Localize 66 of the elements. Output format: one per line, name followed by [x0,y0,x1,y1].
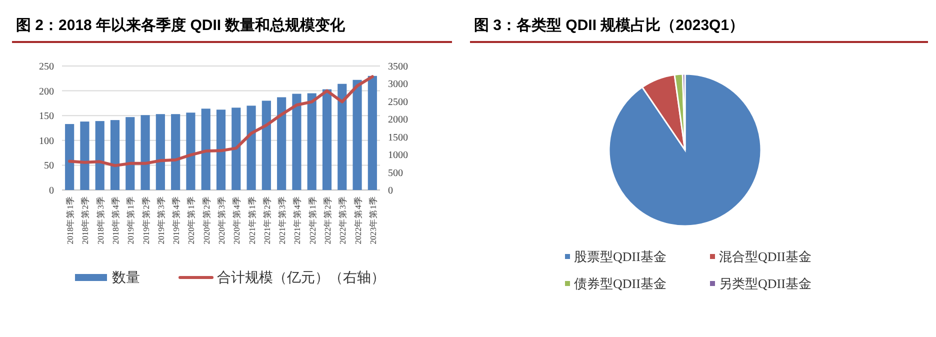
y2-tick-label: 3500 [388,62,408,72]
legend-label: 混合型QDII基金 [719,249,812,264]
y2-tick-label: 1000 [388,150,408,162]
bar [201,108,210,190]
legend-label: 合计规模（亿元）（右轴） [217,270,385,286]
bar [216,110,226,190]
chart-title: 图 2：2018 年以来各季度 QDII 数量和总规模变化 [16,16,346,34]
bar [246,106,256,190]
x-tick-label: 2020年第2季 [201,196,212,244]
line-series [68,75,374,168]
bar [95,121,104,190]
y2-tick-label: 0 [388,186,393,196]
bar [232,108,241,190]
x-tick-label: 2019年第3季 [156,196,166,244]
x-tick-label: 2019年第1季 [126,196,136,244]
x-tick-label: 2023年第1季 [368,196,378,244]
chart-title: 图 3：各类型 QDII 规模占比（2023Q1） [474,17,744,34]
x-tick-label: 2019年第4季 [171,196,182,244]
x-tick-label: 2020年第1季 [186,196,196,244]
y2-tick-label: 2000 [388,114,408,126]
bar [307,93,316,190]
bar [110,120,120,190]
x-tick-label: 2018年第1季 [65,196,76,244]
x-tick-label: 2021年第1季 [246,196,257,244]
bar [292,94,302,190]
y2-tick-label: 3000 [388,79,408,90]
pie-slice [608,73,762,227]
bar [171,114,180,190]
x-tick-label: 2022年第1季 [307,196,318,244]
x-tick-label: 2020年第3季 [216,196,226,244]
bar [338,84,347,190]
bar [277,97,286,190]
bar [352,80,362,190]
legend-label: 债券型QDII基金 [574,276,666,291]
legend-label: 股票型QDII基金 [574,249,666,264]
legend-label: 另类型QDII基金 [719,276,812,291]
x-tick-label: 2018年第2季 [80,196,90,244]
bar [126,117,135,190]
x-tick-label: 2022年第2季 [322,196,332,244]
bar [80,122,90,190]
x-tick-label: 2020年第4季 [232,196,242,244]
bar [140,115,150,190]
y2-tick-label: 500 [388,168,403,179]
y-tick-label: 150 [39,111,54,122]
x-tick-label: 2021年第3季 [277,196,288,244]
bar [368,76,377,190]
x-tick-label: 2019年第2季 [140,196,151,244]
x-tick-label: 2022年第4季 [352,196,363,244]
y-tick-label: 250 [39,62,54,72]
x-tick-label: 2018年第3季 [95,196,106,244]
y-tick-label: 0 [49,186,54,196]
y2-tick-label: 1500 [388,132,408,144]
bar [322,89,332,190]
bar [262,100,271,190]
bar [186,112,196,190]
y2-tick-label: 2500 [388,96,408,108]
y-tick-label: 50 [44,160,54,172]
bar [156,114,165,190]
y-tick-label: 200 [39,86,54,98]
legend-label: 数量 [112,270,140,286]
x-tick-label: 2022年第3季 [338,196,348,244]
x-tick-label: 2018年第4季 [110,196,120,244]
x-tick-label: 2021年第4季 [292,196,302,244]
bar [65,124,74,190]
x-tick-label: 2021年第2季 [262,196,272,244]
y-tick-label: 100 [39,136,54,147]
